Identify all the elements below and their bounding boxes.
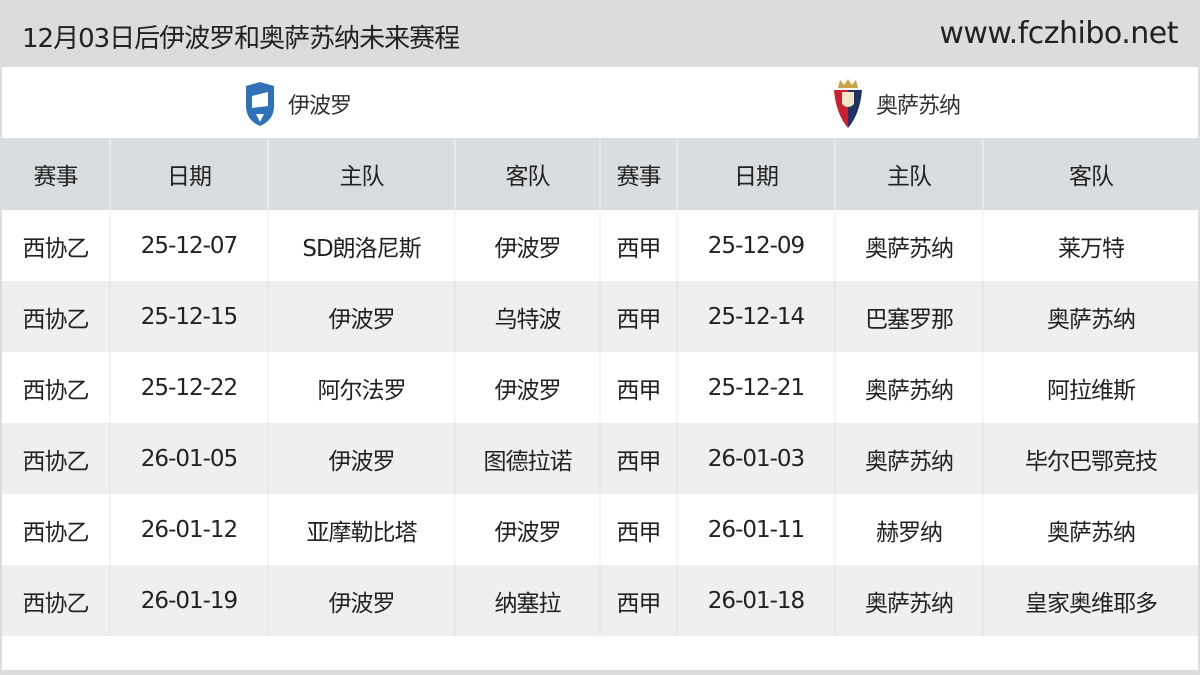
date-cell: 25-12-22 [110,352,269,423]
team-osasuna: 奥萨苏纳 [830,79,961,129]
date-cell: 26-01-12 [110,494,269,565]
home-team-cell: 奥萨苏纳 [835,210,984,281]
away-team-cell: 奥萨苏纳 [1047,519,1136,546]
column-header: 日期 [677,138,836,210]
schedule-panel: 伊波罗 奥萨苏纳 赛事 日期 主队 客队 赛事 日期 主队 客队 西协乙 25-12-07 SD朗… [2,67,1198,670]
header-row: 赛事 日期 主队 客队 赛事 日期 主队 客队 [2,138,1198,210]
away-team-cell: 毕尔巴鄂竞技 [983,423,1198,494]
table-row: 西协乙 26-01-05 伊波罗 图德拉诺 西甲 26-01-03 奥萨苏纳 毕尔巴鄂竞技 [2,423,1198,494]
column-header: 赛事 [2,138,111,210]
home-team-cell: 奥萨苏纳 [835,352,984,423]
away-team-cell: 伊波罗 [455,494,601,565]
home-team-cell: 巴塞罗那 [835,281,984,352]
date-cell: 26-01-03 [677,423,836,494]
column-header: 主队 [835,138,984,210]
competition-cell: 西协乙 [2,494,111,565]
date-cell: 25-12-21 [677,352,836,423]
away-team-cell: 奥萨苏纳 [983,281,1198,352]
home-team-cell: 赫罗纳 [835,494,984,565]
home-team-cell: 伊波罗 [268,281,456,352]
competition-cell: 西甲 [600,281,678,352]
team-name: 奥萨苏纳 [876,94,961,119]
home-team-cell: 阿尔法罗 [268,352,456,423]
home-team-cell: 伊波罗 [268,565,456,636]
schedule-table: 赛事 日期 主队 客队 赛事 日期 主队 客队 西协乙 25-12-07 SD朗洛尼斯 伊波罗 西甲 2… [2,138,1198,636]
date-cell: 25-12-14 [677,281,836,352]
date-cell: 26-01-18 [677,565,836,636]
date-cell: 25-12-07 [110,210,269,281]
home-team-cell: 奥萨苏纳 [835,565,984,636]
date-cell: 25-12-09 [677,210,836,281]
away-team-cell: 纳塞拉 [455,565,601,636]
date-cell: 25-12-15 [110,281,269,352]
away-team-cell: 伊波罗 [455,210,601,281]
home-team-cell: SD朗洛尼斯 [268,210,456,281]
column-header: 主队 [268,138,456,210]
table-row: 西协乙 26-01-19 伊波罗 纳塞拉 西甲 26-01-18 奥萨苏纳 皇家奥维耶多 [2,565,1198,636]
away-team-cell: 莱万特 [1058,235,1125,262]
away-team-cell: 图德拉诺 [455,423,601,494]
home-team-cell: 伊波罗 [268,423,456,494]
competition-cell: 西协乙 [2,281,111,352]
date-cell: 26-01-05 [110,423,269,494]
competition-cell: 西甲 [600,352,678,423]
competition-cell: 西协乙 [2,352,111,423]
osasuna-crest-icon [834,79,862,128]
title-bar: 12月03日后伊波罗和奥萨苏纳未来赛程 www.fczhibo.net [0,0,1200,67]
away-team-cell: 乌特波 [455,281,601,352]
competition-cell: 西甲 [600,494,678,565]
table-row: 西协乙 25-12-07 SD朗洛尼斯 伊波罗 西甲 25-12-09 奥萨苏纳 莱万特 [2,210,1198,281]
competition-cell: 西甲 [600,565,678,636]
date-cell: 26-01-19 [110,565,269,636]
table-row: 西协乙 25-12-22 阿尔法罗 伊波罗 西甲 25-12-21 奥萨苏纳 阿拉维斯 [2,352,1198,423]
site-url[interactable]: www.fczhibo.net [939,16,1178,51]
ibiza-crest-icon [246,82,274,126]
competition-cell: 西协乙 [2,565,111,636]
away-team-cell: 伊波罗 [455,352,601,423]
competition-cell: 西协乙 [2,210,111,281]
competition-cell: 西甲 [600,210,678,281]
competition-cell: 西协乙 [2,423,111,494]
column-header: 客队 [983,138,1198,210]
away-team-cell: 皇家奥维耶多 [983,565,1198,636]
table-row: 西协乙 26-01-12 亚摩勒比塔 伊波罗 西甲 26-01-11 赫罗纳 奥萨苏纳 [2,494,1198,565]
team-ibiza: 伊波罗 [242,79,352,129]
table-row: 西协乙 25-12-15 伊波罗 乌特波 西甲 25-12-14 巴塞罗那 奥萨苏纳 [2,281,1198,352]
page-title: 12月03日后伊波罗和奥萨苏纳未来赛程 [22,24,460,54]
column-header: 赛事 [600,138,678,210]
date-cell: 26-01-11 [677,494,836,565]
column-header: 日期 [110,138,269,210]
home-team-cell: 奥萨苏纳 [835,423,984,494]
team-name: 伊波罗 [288,94,352,119]
away-team-cell: 阿拉维斯 [1047,377,1136,404]
home-team-cell: 亚摩勒比塔 [268,494,456,565]
teams-row: 伊波罗 奥萨苏纳 [2,67,1198,138]
competition-cell: 西甲 [600,423,678,494]
column-header: 客队 [455,138,601,210]
